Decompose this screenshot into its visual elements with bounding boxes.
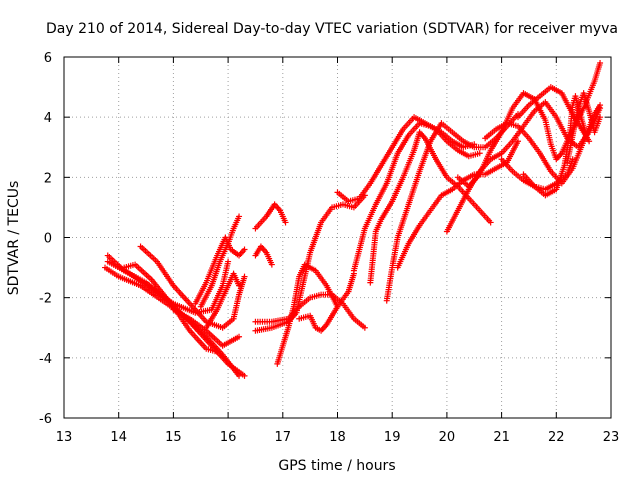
x-tick-label: 23 xyxy=(603,430,620,445)
data-point xyxy=(214,348,221,355)
data-point xyxy=(236,333,243,340)
x-tick-label: 16 xyxy=(220,430,237,445)
series-track-20 xyxy=(394,138,522,271)
data-point xyxy=(241,273,248,280)
series-track-9 xyxy=(203,270,243,331)
y-tick-label: -2 xyxy=(39,292,52,307)
data-point xyxy=(241,372,248,379)
y-axis-label: SDTVAR / TECUs xyxy=(6,181,22,296)
series-track-4 xyxy=(121,261,221,355)
axis-ticks: 13 14 15 16 17 18 19 20 21 22 23 -6 -4 -2 0 2 4 6 xyxy=(39,51,619,445)
grid xyxy=(64,57,611,418)
data-point xyxy=(236,282,243,289)
y-tick-label: 0 xyxy=(44,232,52,247)
data-point xyxy=(268,261,275,268)
y-tick-label: -4 xyxy=(39,352,52,367)
series-track-15 xyxy=(296,270,357,334)
plot-frame xyxy=(63,56,612,419)
data-point xyxy=(241,246,248,253)
series-track-11 xyxy=(252,201,289,232)
chart-title: Day 210 of 2014, Sidereal Day-to-day VTE… xyxy=(46,21,618,37)
series-track-27 xyxy=(564,90,604,166)
series-track-10 xyxy=(252,243,275,268)
data-points xyxy=(102,60,604,379)
data-point xyxy=(225,258,232,265)
x-tick-label: 21 xyxy=(493,430,510,445)
data-point xyxy=(569,156,576,163)
series-track-14 xyxy=(274,261,341,367)
x-tick-label: 14 xyxy=(110,430,127,445)
x-tick-label: 19 xyxy=(384,430,401,445)
x-axis-label: GPS time / hours xyxy=(278,458,395,474)
series-track-18 xyxy=(367,129,494,286)
y-tick-label: -6 xyxy=(39,412,52,427)
data-point xyxy=(586,138,593,145)
y-tick-label: 6 xyxy=(44,51,52,66)
x-tick-label: 17 xyxy=(275,430,292,445)
y-tick-label: 4 xyxy=(44,111,52,126)
x-tick-label: 22 xyxy=(548,430,565,445)
data-point xyxy=(597,114,604,121)
y-tick-label: 2 xyxy=(44,171,52,186)
x-tick-label: 15 xyxy=(165,430,182,445)
data-point xyxy=(597,60,604,67)
series-track-12 xyxy=(252,291,368,331)
series-track-24 xyxy=(498,156,576,193)
data-point xyxy=(361,324,368,331)
data-point xyxy=(282,219,289,226)
data-point xyxy=(583,132,590,139)
series-track-5 xyxy=(137,243,248,331)
data-point xyxy=(597,102,604,109)
series-track-22 xyxy=(454,60,604,190)
data-point xyxy=(515,138,522,145)
data-point xyxy=(236,213,243,220)
series-track-6 xyxy=(170,306,243,349)
series-track-8 xyxy=(192,234,248,307)
x-tick-label: 20 xyxy=(439,430,456,445)
x-tick-label: 13 xyxy=(56,430,73,445)
data-point xyxy=(476,150,483,157)
series-track-16 xyxy=(334,114,483,205)
series-track-17 xyxy=(350,120,478,274)
data-point xyxy=(487,219,494,226)
x-tick-label: 18 xyxy=(329,430,346,445)
